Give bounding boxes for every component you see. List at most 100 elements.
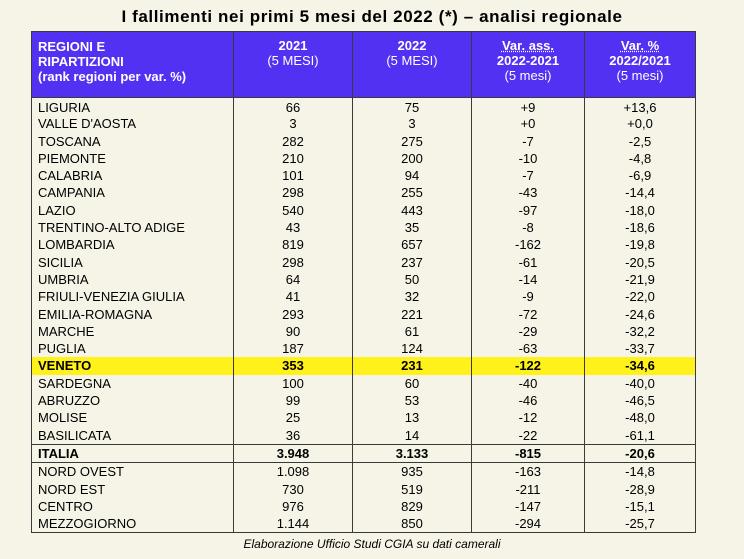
cell-var-pct: -28,9 (584, 480, 695, 498)
cell-var-abs: -43 (471, 184, 584, 202)
cell-value-2022: 60 (352, 374, 471, 393)
cell-var-abs: -211 (471, 480, 584, 498)
cell-var-pct: -14,4 (584, 184, 695, 202)
cell-value-2021: 99 (233, 392, 352, 410)
cell-region: ITALIA (38, 445, 79, 461)
cell-value-2021: 25 (233, 409, 352, 427)
table-row-total: ITALIA 3.948 3.133 -815 -20,6 (32, 443, 695, 464)
table-header: REGIONI E RIPARTIZIONI (rank regioni per… (32, 32, 695, 98)
cell-value-2022: 237 (352, 253, 471, 271)
table-body: LIGURIA 66 75 +9 +13,6 VALLE D'AOSTA 3 3 +0 +0,0 T… (32, 98, 695, 533)
cell-value-2021: 41 (233, 288, 352, 306)
table-row: TRENTINO-ALTO ADIGE 43 35 -8 -18,6 (32, 219, 695, 237)
cell-region: CAMPANIA (38, 185, 105, 201)
header-regions-line3: (rank regioni per var. %) (38, 69, 187, 84)
header-2021: 2021 (5 MESI) (233, 32, 352, 97)
table-row: CAMPANIA 298 255 -43 -14,4 (32, 184, 695, 202)
cell-var-abs: -61 (471, 253, 584, 271)
cell-var-pct: -20,5 (584, 253, 695, 271)
header-2022: 2022 (5 MESI) (352, 32, 471, 97)
cell-value-2021: 90 (233, 322, 352, 341)
cell-region: LOMBARDIA (38, 237, 115, 253)
header-var-pct-line1: Var. % (620, 38, 660, 53)
cell-value-2022: 231 (352, 357, 471, 375)
table-row: CALABRIA 101 94 -7 -6,9 (32, 167, 695, 185)
table-row: MARCHE 90 61 -29 -32,2 (32, 322, 695, 341)
cell-value-2022: 32 (352, 288, 471, 306)
cell-var-pct: -20,6 (584, 444, 695, 463)
cell-value-2021: 36 (233, 426, 352, 444)
cell-region: SARDEGNA (38, 375, 111, 391)
table-row: EMILIA-ROMAGNA 293 221 -72 -24,6 (32, 305, 695, 323)
table-row: VALLE D'AOSTA 3 3 +0 +0,0 (32, 115, 695, 133)
cell-value-2022: 200 (352, 149, 471, 168)
cell-var-abs: -7 (471, 167, 584, 185)
table-row-area: MEZZOGIORNO 1.144 850 -294 -25,7 (32, 515, 695, 533)
cell-value-2022: 75 (352, 98, 471, 116)
cell-value-2021: 1.144 (233, 515, 352, 533)
cell-value-2022: 935 (352, 463, 471, 481)
cell-var-pct: -48,0 (584, 409, 695, 427)
cell-value-2021: 3 (233, 115, 352, 133)
table-row: MOLISE 25 13 -12 -48,0 (32, 409, 695, 427)
header-2021-period: (5 MESI) (267, 53, 319, 68)
table-row: PIEMONTE 210 200 -10 -4,8 (32, 149, 695, 168)
header-2022-year: 2022 (397, 38, 427, 53)
table-row: LOMBARDIA 819 657 -162 -19,8 (32, 236, 695, 254)
cell-region: SICILIA (38, 254, 83, 270)
cell-value-2022: 14 (352, 426, 471, 444)
header-var-abs-line1: Var. ass. (501, 38, 555, 53)
cell-var-abs: +9 (471, 98, 584, 116)
cell-value-2021: 64 (233, 270, 352, 289)
table-row-area: CENTRO 976 829 -147 -15,1 (32, 497, 695, 516)
cell-region: UMBRIA (38, 271, 89, 287)
cell-var-pct: -32,2 (584, 322, 695, 341)
cell-region: PIEMONTE (38, 150, 106, 166)
cell-var-pct: -14,8 (584, 463, 695, 481)
cell-region: TRENTINO-ALTO ADIGE (38, 220, 185, 236)
cell-var-pct: -24,6 (584, 305, 695, 323)
cell-value-2021: 293 (233, 305, 352, 323)
table-title: I fallimenti nei primi 5 mesi del 2022 (… (121, 7, 623, 26)
cell-var-abs: -147 (471, 497, 584, 516)
cell-var-abs: -162 (471, 236, 584, 254)
table-row: UMBRIA 64 50 -14 -21,9 (32, 270, 695, 289)
cell-var-abs: -163 (471, 463, 584, 481)
cell-value-2022: 94 (352, 167, 471, 185)
header-var-pct-line3: (5 mesi) (616, 68, 664, 83)
cell-value-2021: 187 (233, 340, 352, 358)
table-row: LIGURIA 66 75 +9 +13,6 (32, 98, 695, 116)
cell-var-abs: -9 (471, 288, 584, 306)
cell-var-abs: -122 (471, 357, 584, 375)
header-2022-period: (5 MESI) (386, 53, 438, 68)
cell-value-2022: 221 (352, 305, 471, 323)
cell-var-abs: -29 (471, 322, 584, 341)
cell-region: CENTRO (38, 498, 93, 514)
cell-region: VENETO (38, 358, 92, 374)
cell-value-2022: 53 (352, 392, 471, 410)
cell-var-pct: -46,5 (584, 392, 695, 410)
cell-value-2022: 61 (352, 322, 471, 341)
cell-var-abs: -10 (471, 149, 584, 168)
table-row-area: NORD EST 730 519 -211 -28,9 (32, 480, 695, 498)
cell-value-2021: 43 (233, 219, 352, 237)
cell-value-2022: 3.133 (352, 444, 471, 463)
cell-value-2021: 282 (233, 132, 352, 150)
cell-value-2021: 353 (233, 357, 352, 375)
table-row: SARDEGNA 100 60 -40 -40,0 (32, 374, 695, 393)
cell-var-abs: -97 (471, 201, 584, 220)
source-note: Elaborazione Ufficio Studi CGIA su dati … (243, 537, 501, 551)
cell-region: LAZIO (38, 202, 76, 218)
cell-value-2021: 66 (233, 98, 352, 116)
header-regions-line2: RIPARTIZIONI (38, 54, 124, 69)
cell-var-abs: -815 (471, 444, 584, 463)
cell-value-2022: 3 (352, 115, 471, 133)
cell-region: NORD EST (38, 481, 106, 497)
cell-region: EMILIA-ROMAGNA (38, 306, 153, 322)
cell-var-pct: +13,6 (584, 98, 695, 116)
cell-var-pct: -25,7 (584, 515, 695, 533)
cell-value-2022: 13 (352, 409, 471, 427)
cell-value-2022: 829 (352, 497, 471, 516)
cell-region: CALABRIA (38, 168, 103, 184)
cell-value-2021: 100 (233, 374, 352, 393)
